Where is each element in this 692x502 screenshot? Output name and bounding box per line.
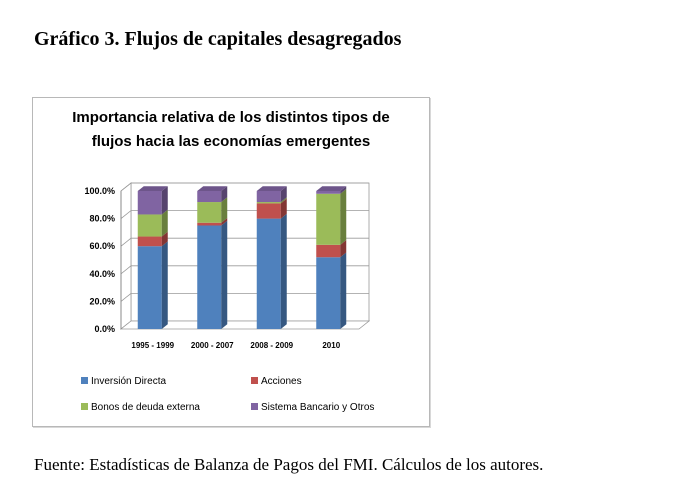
legend-label: Acciones: [261, 376, 302, 387]
legend-swatch: [251, 377, 258, 384]
bar-inversi-n-directa-side: [161, 241, 168, 329]
x-tick-label: 2008 - 2009: [250, 341, 293, 350]
y-tick-label: 20.0%: [89, 296, 115, 306]
bar-acciones-front: [256, 203, 281, 219]
bar-acciones-front: [137, 236, 162, 247]
bar-inversi-n-directa-front: [316, 257, 341, 329]
bar-bonos-de-deuda-externa-front: [256, 202, 281, 204]
bar-acciones-front: [197, 222, 222, 226]
gridline: [120, 210, 369, 219]
bar-sistema-bancario-y-otros-side: [340, 186, 347, 194]
bar-bonos-de-deuda-externa-front: [316, 193, 341, 245]
gridline: [120, 237, 369, 247]
bar-acciones-side: [280, 198, 287, 219]
bar-sistema-bancario-y-otros-front: [197, 191, 222, 203]
bar-sistema-bancario-y-otros-side: [161, 186, 168, 215]
bar-acciones-side: [161, 231, 168, 247]
bar-bonos-de-deuda-externa-front: [197, 202, 222, 223]
bar-sistema-bancario-y-otros-front: [137, 191, 162, 215]
x-tick-label: 1995 - 1999: [131, 341, 174, 350]
bar-acciones-side: [340, 240, 347, 258]
gridline: [120, 292, 369, 302]
chart-title-line-1: Importancia relativa de los distintos ti…: [72, 109, 390, 126]
gridline: [120, 265, 369, 275]
bar-bonos-de-deuda-externa-side: [340, 188, 347, 245]
bar-sistema-bancario-y-otros-top: [197, 186, 228, 191]
y-tick-label: 80.0%: [89, 214, 115, 224]
legend-label: Sistema Bancario y Otros: [261, 402, 374, 413]
bar-sistema-bancario-y-otros-top: [256, 186, 287, 191]
legend-swatch: [251, 403, 258, 410]
bar-inversi-n-directa-front: [197, 225, 222, 329]
bar-sistema-bancario-y-otros-top: [137, 186, 168, 191]
legend-label: Inversión Directa: [91, 376, 166, 387]
source-note: Fuente: Estadísticas de Balanza de Pagos…: [34, 455, 544, 474]
chart-frame: Importancia relativa de los distintos ti…: [32, 97, 430, 427]
bar-inversi-n-directa-front: [137, 246, 162, 329]
bar-acciones-front: [316, 244, 341, 258]
y-tick-label: 0.0%: [94, 324, 115, 334]
y-tick-label: 60.0%: [89, 241, 115, 251]
x-tick-label: 2000 - 2007: [191, 341, 234, 350]
x-tick-label: 2010: [322, 341, 340, 350]
bar-inversi-n-directa-side: [280, 213, 287, 329]
bar-sistema-bancario-y-otros-side: [280, 186, 287, 203]
bar-bonos-de-deuda-externa-side: [221, 197, 228, 223]
bar-inversi-n-directa-side: [221, 220, 228, 329]
bar-sistema-bancario-y-otros-front: [316, 191, 341, 194]
legend-label: Bonos de deuda externa: [91, 402, 200, 413]
chart-svg: Importancia relativa de los distintos ti…: [72, 109, 390, 413]
bar-sistema-bancario-y-otros-top: [316, 186, 347, 191]
y-tick-label: 100.0%: [84, 186, 115, 196]
y-tick-label: 40.0%: [89, 269, 115, 279]
bar-inversi-n-directa-side: [340, 252, 347, 329]
bar-sistema-bancario-y-otros-side: [221, 186, 228, 203]
bar-bonos-de-deuda-externa-front: [137, 214, 162, 237]
bar-inversi-n-directa-front: [256, 218, 281, 329]
legend-swatch: [81, 377, 88, 384]
chart-title-line-2: flujos hacia las economías emergentes: [92, 133, 370, 150]
plot-side-wall: [120, 182, 132, 330]
bar-acciones-side: [221, 217, 228, 226]
bar-bonos-de-deuda-externa-side: [280, 197, 287, 204]
bar-sistema-bancario-y-otros-front: [256, 191, 281, 203]
legend-swatch: [81, 403, 88, 410]
gridline: [120, 182, 369, 192]
figure-heading: Gráfico 3. Flujos de capitales desagrega…: [34, 28, 402, 50]
bar-bonos-de-deuda-externa-side: [161, 209, 168, 237]
